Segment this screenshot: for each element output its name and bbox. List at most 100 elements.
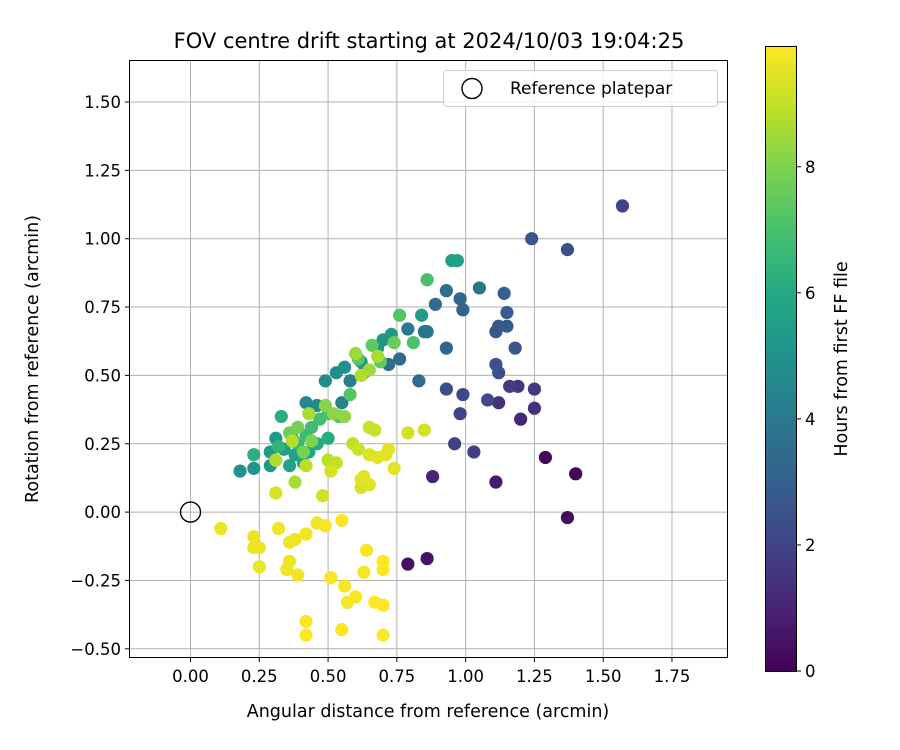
data-point-147: [376, 562, 390, 577]
data-point-33: [472, 281, 486, 295]
data-point-143: [359, 543, 374, 557]
data-point-39: [420, 325, 434, 339]
data-point-79: [343, 387, 357, 402]
scatter-points: [214, 199, 630, 642]
data-point-126: [247, 541, 261, 555]
x-tick-label-4: 1.00: [447, 667, 484, 686]
data-point-4: [420, 551, 434, 566]
data-point-7: [514, 412, 528, 426]
data-point-120: [382, 442, 396, 456]
legend-box: [443, 70, 718, 107]
data-point-133: [280, 562, 294, 577]
x-tick-label-5: 1.25: [516, 667, 553, 686]
plot-area: 0.00 0.25 0.50 0.75 1.00 1.25 1.50 1.75 −0.50−0…: [70, 60, 728, 686]
grid: [130, 61, 727, 657]
data-point-75: [304, 420, 319, 434]
data-point-0: [569, 467, 583, 481]
x-tick-label-7: 1.75: [654, 667, 691, 686]
legend-marker-open-circle: [461, 77, 483, 100]
data-point-139: [337, 579, 352, 593]
data-point-30: [456, 303, 470, 317]
data-point-69: [274, 409, 288, 424]
data-point-24: [500, 319, 514, 333]
y-tick-label-2: 0.00: [84, 503, 121, 522]
data-point-44: [335, 396, 349, 410]
data-point-151: [376, 628, 390, 642]
data-point-49: [337, 360, 352, 374]
data-point-81: [365, 338, 379, 352]
data-point-97: [354, 368, 368, 383]
y-axis-ticks: −0.50 −0.25 0.00 0.25 0.50 0.75 1.00 1.25 1.50: [70, 93, 130, 659]
y-tick-label-1: −0.25: [70, 571, 121, 590]
y-tick-label-0: −0.50: [70, 640, 121, 659]
colorbar-label: Hours from first FF file: [832, 261, 852, 456]
x-tick-label-1: 0.25: [241, 667, 278, 686]
data-point-17: [456, 387, 470, 402]
data-point-57: [233, 464, 247, 478]
colorbar-tick-label-2: 4: [805, 410, 816, 429]
data-point-145: [376, 598, 390, 612]
data-point-85: [420, 273, 434, 287]
colorbar: 0 2 4 6 8 Hours from first FF file: [765, 46, 852, 681]
data-point-40: [401, 322, 415, 336]
data-point-137: [335, 513, 349, 527]
data-point-136: [318, 519, 332, 533]
data-point-71: [271, 439, 286, 454]
data-point-45: [299, 396, 313, 410]
data-point-124: [247, 530, 261, 544]
data-point-86: [406, 335, 420, 350]
data-point-148: [299, 614, 313, 629]
data-point-29: [560, 243, 575, 257]
data-point-43: [343, 374, 357, 388]
data-point-5: [489, 475, 503, 489]
data-point-108: [368, 423, 382, 437]
data-point-58: [247, 461, 261, 475]
data-point-142: [357, 565, 371, 579]
data-point-11: [527, 382, 542, 396]
colorbar-tick-label-4: 8: [805, 158, 816, 177]
data-point-134: [291, 568, 305, 582]
data-point-128: [271, 521, 286, 536]
data-point-90: [304, 434, 319, 448]
x-tick-label-0: 0.00: [172, 667, 209, 686]
data-point-25: [500, 305, 514, 320]
data-point-68: [321, 431, 335, 445]
data-point-92: [326, 407, 341, 421]
data-point-112: [269, 486, 283, 500]
data-point-15: [453, 407, 467, 421]
data-point-21: [508, 341, 522, 355]
data-point-31: [453, 292, 467, 306]
data-point-138: [324, 571, 338, 585]
data-point-91: [318, 398, 332, 413]
data-point-3: [401, 557, 415, 571]
data-point-12: [503, 379, 517, 393]
data-point-2: [560, 510, 575, 525]
y-tick-label-4: 0.50: [84, 366, 121, 385]
data-point-110: [417, 423, 431, 437]
plot-frame: [129, 60, 728, 658]
data-point-93: [337, 409, 352, 424]
x-axis-label: Angular distance from reference (arcmin): [247, 702, 610, 722]
colorbar-ticks: 0 2 4 6 8: [796, 158, 816, 681]
data-point-26: [497, 286, 511, 300]
y-tick-label-6: 1.00: [84, 230, 121, 249]
x-tick-label-3: 0.75: [378, 667, 415, 686]
colorbar-tick-label-3: 6: [805, 284, 816, 303]
data-point-83: [387, 335, 401, 350]
data-point-98: [302, 407, 316, 421]
data-point-9: [492, 396, 506, 410]
data-point-122: [354, 472, 368, 486]
data-point-94: [348, 346, 363, 361]
data-point-123: [214, 521, 228, 536]
data-point-100: [269, 453, 283, 467]
data-point-34: [428, 297, 442, 311]
data-point-8: [527, 401, 542, 415]
data-point-14: [448, 437, 462, 451]
data-point-89: [296, 445, 310, 459]
data-point-20: [489, 357, 503, 372]
data-point-35: [439, 341, 453, 355]
y-tick-label-7: 1.25: [84, 161, 121, 180]
data-point-127: [252, 560, 266, 574]
data-point-121: [387, 461, 401, 475]
colorbar-gradient: [765, 46, 797, 672]
